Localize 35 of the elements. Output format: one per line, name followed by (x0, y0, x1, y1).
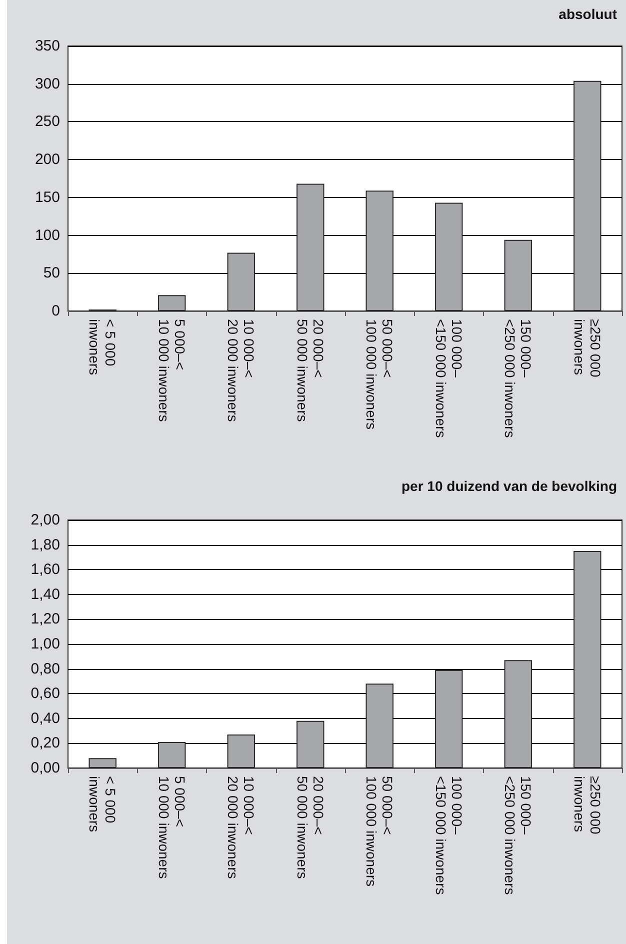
y-tick-label: 200 (34, 151, 60, 168)
y-tick-label: 250 (34, 113, 60, 130)
x-tick-label: 100 000– <150 000 inwoners (432, 776, 465, 895)
y-tick-label: 1,40 (30, 586, 60, 603)
x-tick-label: 10 000–< 20 000 inwoners (225, 319, 258, 422)
y-tick-label: 150 (34, 188, 60, 206)
y-tick-label: 2,00 (30, 512, 60, 528)
x-tick-label: 150 000– <250 000 inwoners (502, 776, 534, 895)
x-tick-label: 50 000–< 100 000 inwoners (364, 319, 396, 430)
x-tick-label: 20 000–< 50 000 inwoners (294, 319, 326, 422)
y-tick-label: 0,80 (30, 660, 60, 678)
x-tick-label: 10 000–< 20 000 inwoners (225, 776, 258, 879)
y-tick-label: 0,60 (30, 685, 60, 702)
x-tick-label: 20 000–< 50 000 inwoners (294, 776, 326, 879)
y-tick-label: 300 (34, 75, 60, 92)
chart-title: absoluut (558, 6, 618, 22)
y-tick-label: 1,20 (30, 610, 60, 628)
x-tick-label: < 5 000 inwoners (86, 776, 119, 832)
x-tick-label: 150 000– <250 000 inwoners (502, 319, 534, 438)
x-tick-label: ≥250 000 inwoners (571, 319, 604, 378)
y-tick-label: 1,80 (30, 536, 60, 554)
y-tick-label: 50 (43, 264, 60, 282)
y-tick-label: 350 (34, 38, 60, 54)
x-tick-label: ≥250 000 inwoners (571, 776, 604, 835)
x-tick-label: < 5 000 inwoners (86, 319, 119, 376)
chart-title: per 10 duizend van de bevolking (402, 478, 618, 494)
y-tick-label: 0 (52, 302, 60, 320)
x-tick-label: 100 000– <150 000 inwoners (432, 319, 465, 438)
y-tick-label: 100 (34, 226, 60, 244)
y-tick-label: 0,40 (30, 710, 60, 727)
y-tick-label: 1,60 (30, 561, 60, 578)
x-tick-label: 50 000–< 100 000 inwoners (364, 776, 396, 887)
y-tick-label: 0,00 (30, 760, 60, 776)
y-tick-label: 1,00 (30, 636, 60, 652)
y-tick-label: 0,20 (30, 734, 60, 752)
